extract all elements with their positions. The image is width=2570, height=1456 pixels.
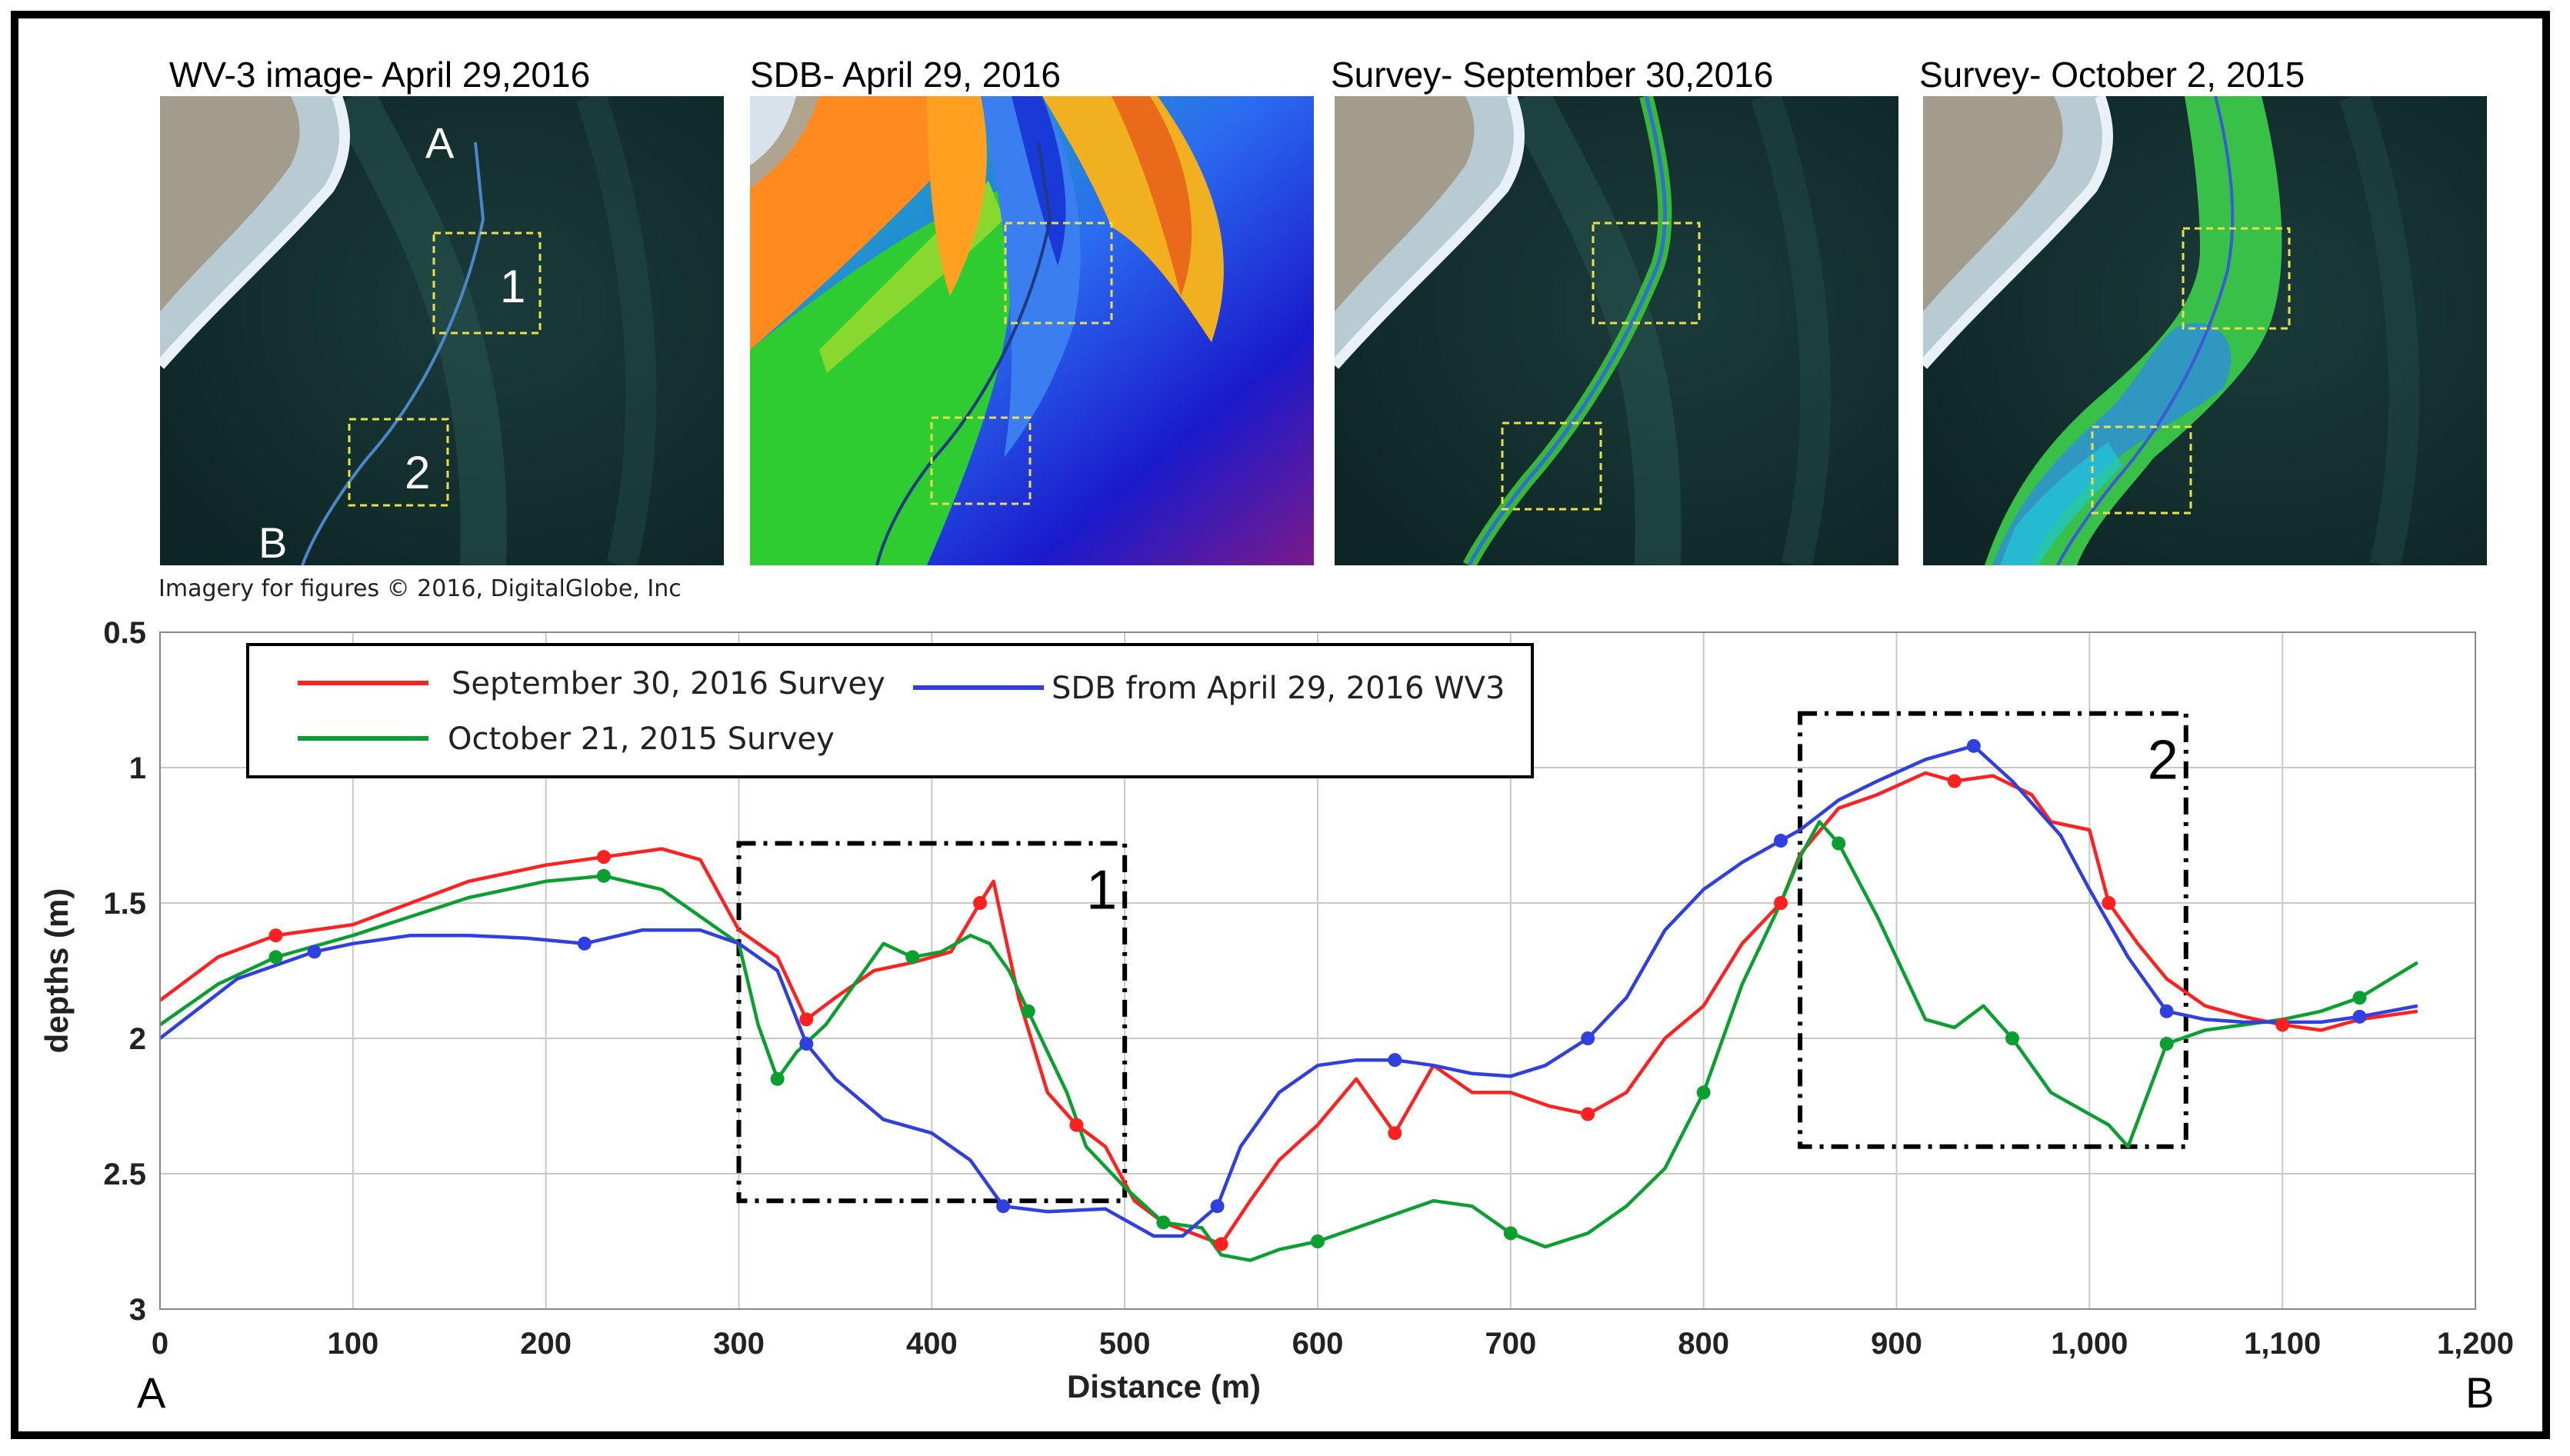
series-1-point — [1069, 1118, 1084, 1132]
x-tick-label: 500 — [1099, 1327, 1151, 1361]
chart-legend: September 30, 2016 Survey October 21, 201… — [246, 643, 1534, 778]
panel-3-title: Survey- September 30,2016 — [1331, 55, 1774, 95]
region-box — [1798, 711, 2188, 1149]
x-tick-label: 800 — [1678, 1327, 1729, 1361]
series-2-point — [1311, 1234, 1325, 1248]
plot-area — [159, 631, 2476, 1310]
series-1-point — [1947, 774, 1962, 788]
series-2-point — [770, 1071, 785, 1086]
y-tick-label: 1 — [129, 751, 146, 785]
series-2-point — [268, 950, 283, 965]
series-2-point — [1503, 1226, 1518, 1241]
panel-1-title: WV-3 image- April 29,2016 — [169, 55, 591, 95]
panel-2-sdb-map — [750, 96, 1314, 565]
series-1-point — [2102, 896, 2116, 910]
x-tick-label: 1,200 — [2437, 1327, 2514, 1361]
series-2-point — [596, 868, 611, 883]
panel-1-satellite-image: A B 1 2 — [160, 96, 724, 565]
y-tick-label: 3 — [129, 1293, 146, 1327]
panel-4-title: Survey- October 2, 2015 — [1919, 55, 2305, 95]
series-1-point — [1581, 1107, 1595, 1121]
box-1-label: 1 — [500, 261, 525, 312]
chart-boxes: 12 — [736, 711, 2188, 1204]
x-tick-label: 1,100 — [2244, 1327, 2321, 1361]
y-tick-label: 2 — [129, 1022, 146, 1056]
y-tick-label: 1.5 — [103, 887, 146, 921]
box-2-label: 2 — [405, 447, 430, 498]
y-axis-title: depths (m) — [38, 888, 75, 1054]
region-box-label: 2 — [2148, 730, 2178, 791]
chart-series — [158, 744, 2418, 1262]
series-line-3 — [158, 744, 2418, 1238]
series-1-point — [1774, 896, 1788, 910]
series-3-point — [996, 1199, 1011, 1214]
series-2-point — [1832, 836, 1846, 851]
series-2-point — [2005, 1031, 2019, 1045]
y-tick-label: 2.5 — [103, 1158, 146, 1191]
x-axis-title: Distance (m) — [1067, 1368, 1261, 1404]
point-b-label: B — [258, 518, 287, 565]
series-line-2 — [158, 820, 2418, 1262]
series-line-1 — [158, 771, 2418, 1246]
series-3-point — [2159, 1004, 2174, 1018]
series-3-point — [577, 936, 592, 951]
imagery-credit: Imagery for figures © 2016, DigitalGlobe… — [158, 575, 682, 602]
series-3-point — [799, 1037, 814, 1051]
series-1-point — [268, 928, 283, 943]
legend-label: SDB from April 29, 2016 WV3 — [1052, 671, 1505, 706]
x-tick-label: 400 — [906, 1327, 958, 1361]
series-1-point — [1388, 1126, 1402, 1141]
region-box — [736, 841, 1128, 1204]
series-3-point — [1774, 834, 1788, 848]
series-2-point — [2159, 1037, 2174, 1051]
series-1-point — [1214, 1237, 1228, 1251]
series-1-point — [799, 1012, 814, 1027]
x-tick-label: 100 — [327, 1327, 378, 1361]
panel-3-survey-2016 — [1335, 96, 1898, 565]
endpoint-a-label: A — [137, 1368, 166, 1417]
chart-axes: 0 100 200 300 400 500 600 700 800 900 1,000 1,100 1,… — [38, 616, 2514, 1417]
legend-label: October 21, 2015 Survey — [448, 721, 835, 757]
figure-frame — [11, 11, 2550, 1439]
y-tick-label: 0.5 — [103, 616, 146, 650]
series-2-point — [905, 950, 920, 965]
legend-box — [246, 643, 1534, 778]
series-3-point — [307, 945, 322, 959]
x-tick-label: 700 — [1485, 1327, 1536, 1361]
series-1-point — [2275, 1018, 2290, 1032]
x-tick-label: 900 — [1871, 1327, 1922, 1361]
legend-label: September 30, 2016 Survey — [452, 666, 885, 701]
endpoint-b-label: B — [2465, 1368, 2494, 1417]
series-3-point — [1388, 1053, 1402, 1068]
x-tick-label: 200 — [520, 1327, 572, 1361]
x-tick-label: 600 — [1292, 1327, 1344, 1361]
x-tick-label: 1,000 — [2051, 1327, 2128, 1361]
series-1-point — [596, 850, 611, 865]
panel-4-survey-2015 — [1923, 96, 2487, 565]
series-2-point — [1156, 1215, 1171, 1230]
chart-markers — [268, 738, 2367, 1251]
region-box-label: 1 — [1086, 860, 1117, 921]
series-2-point — [1696, 1085, 1711, 1100]
series-2-point — [2352, 991, 2367, 1005]
series-1-point — [973, 896, 988, 910]
series-3-point — [1966, 738, 1981, 753]
series-3-point — [2352, 1009, 2367, 1024]
series-3-point — [1210, 1199, 1225, 1214]
x-tick-label: 300 — [713, 1327, 765, 1361]
point-a-label: A — [425, 118, 455, 167]
series-2-point — [1021, 1004, 1035, 1018]
series-3-point — [1581, 1031, 1595, 1045]
panel-2-title: SDB- April 29, 2016 — [750, 55, 1062, 95]
x-tick-label: 0 — [152, 1327, 168, 1361]
